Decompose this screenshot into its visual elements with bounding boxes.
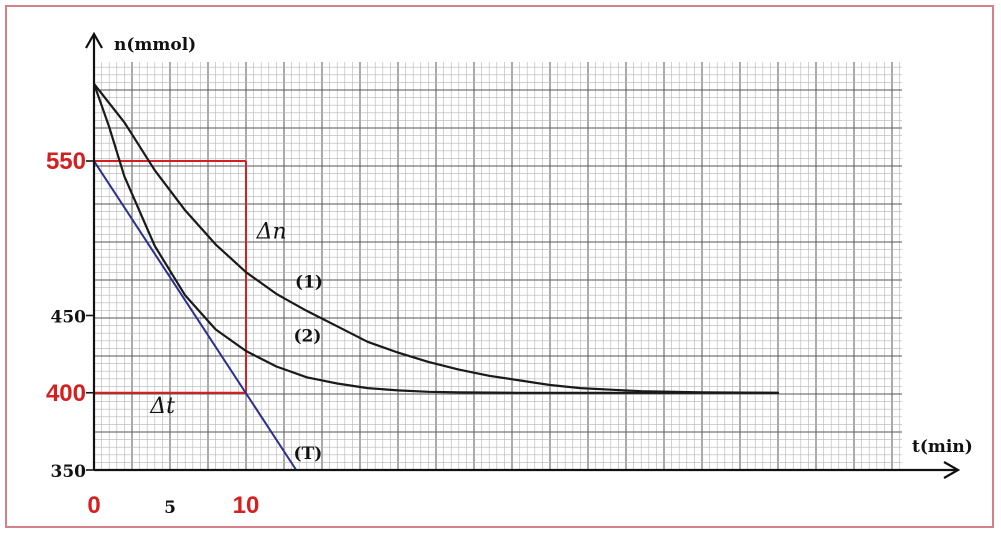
curves (94, 82, 780, 471)
grid (93, 62, 902, 471)
x-tick-label: 10 (233, 492, 260, 519)
series-line-2 (94, 82, 780, 394)
series-label-3: (T) (294, 444, 323, 464)
y-tick-label: 400 (46, 380, 86, 407)
y-tick-label: 350 (51, 462, 87, 482)
x-axis-label: t(min) (912, 437, 973, 457)
annotation-2: Δt (149, 394, 175, 419)
axes (85, 31, 961, 479)
series-label-1: (1) (295, 273, 323, 293)
y-tick-label: 450 (51, 308, 87, 328)
tick-labels: 350 400 450 550 0 5 10 (46, 148, 259, 519)
x-tick-label: 5 (164, 498, 176, 518)
series-line-3 (94, 160, 298, 471)
annotations: Δn Δt (149, 219, 286, 419)
x-axis-arrow (943, 461, 961, 479)
series-labels: (1) (2) (T) (294, 273, 323, 464)
y-axis-label: n(mmol) (114, 35, 196, 55)
x-tick-label: 0 (87, 492, 100, 519)
series-line-1 (94, 82, 780, 394)
y-axis-arrow (85, 31, 103, 49)
annotation-1: Δn (256, 219, 287, 244)
series-label-2: (2) (294, 327, 322, 347)
y-tick-label: 550 (46, 148, 86, 175)
